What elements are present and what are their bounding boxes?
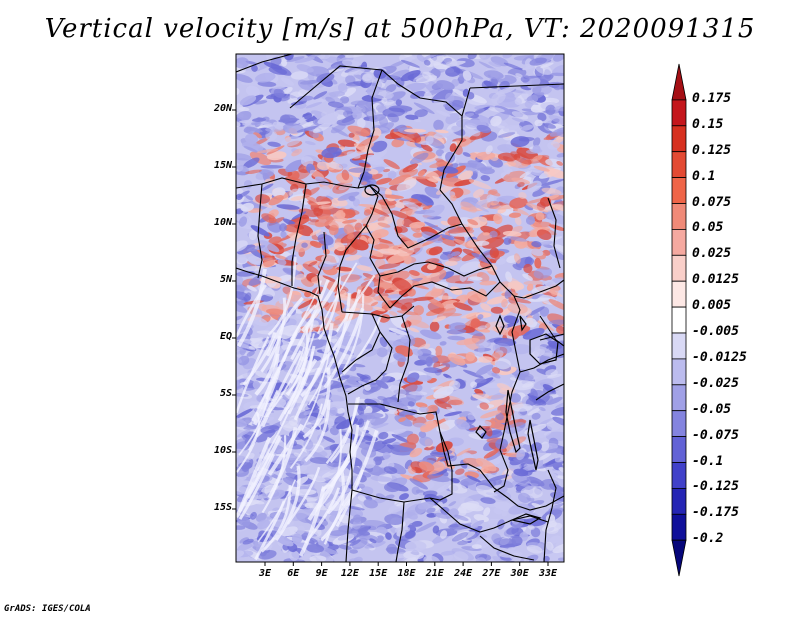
y-tick-label: 15S: [213, 502, 232, 513]
x-tick-label: 3E: [258, 568, 272, 579]
lake-chad: [364, 184, 380, 196]
velocity-field: [236, 54, 564, 562]
colorbar-swatch: [671, 436, 687, 463]
x-tick-label: 9E: [315, 568, 328, 579]
colorbar-swatch: [671, 63, 687, 101]
y-tick-label: EQ: [219, 331, 232, 342]
map-title: Vertical velocity [m/s] at 500hPa, VT: 2…: [44, 14, 756, 44]
y-tick-label: 5S: [219, 388, 232, 399]
x-tick-label: 18E: [397, 568, 416, 579]
colorbar-swatch: [671, 487, 687, 515]
coastline: [236, 267, 353, 562]
colorbar-swatch: [671, 228, 687, 256]
y-tick-label: 20N: [213, 103, 232, 114]
colorbar-label: -0.1: [692, 453, 724, 469]
lake-kivu: [495, 314, 505, 336]
colorbar-swatch: [671, 410, 687, 438]
x-tick-label: 33E: [538, 568, 558, 579]
lake-mweru: [475, 425, 487, 439]
colorbar-label: 0.0125: [692, 272, 739, 288]
lake-kariba: [510, 513, 542, 525]
grads-credit: GrADS: IGES/COLA: [4, 604, 91, 614]
country-borders: [236, 54, 564, 562]
colorbar-label: -0.075: [692, 427, 739, 443]
colorbar-swatch: [671, 254, 687, 282]
x-tick-label: 21E: [425, 568, 444, 579]
y-tick-label: 15N: [213, 160, 232, 171]
colorbar-swatch: [671, 513, 687, 541]
colorbar-swatch: [671, 99, 687, 127]
plot-frame: [235, 53, 565, 563]
colorbar-label: 0.1: [692, 168, 716, 184]
colorbar-label: -0.125: [692, 479, 739, 495]
colorbar-label: 0.005: [692, 298, 732, 314]
x-tick-label: 12E: [340, 568, 359, 579]
colorbar-label: 0.05: [692, 220, 724, 236]
lakes: [364, 184, 559, 525]
colorbar-swatch: [671, 332, 687, 360]
colorbar-label: 0.125: [692, 142, 732, 158]
x-tick-label: 15E: [369, 568, 388, 579]
colorbar-swatch: [671, 280, 687, 308]
lake-tanganyika: [505, 389, 521, 454]
colorbar-swatch: [671, 177, 687, 204]
colorbar-label: 0.025: [692, 246, 732, 262]
colorbar-label: -0.05: [692, 401, 732, 417]
x-tick-label: 24E: [454, 568, 473, 579]
colorbar-label: -0.175: [692, 505, 739, 521]
y-tick-label: 10N: [213, 217, 232, 228]
colorbar-swatch: [671, 539, 687, 577]
lake-malawi: [527, 419, 539, 471]
colorbar-swatch: [671, 203, 687, 230]
lake-albert: [519, 315, 527, 332]
colorbar-swatch: [671, 384, 687, 412]
colorbar-swatch: [671, 125, 687, 153]
colorbar-label: -0.025: [692, 375, 739, 391]
colorbar-swatch: [671, 358, 687, 386]
colorbar-swatch: [671, 462, 687, 489]
colorbar-label: -0.005: [692, 324, 739, 339]
y-tick-label: 5N: [219, 274, 232, 285]
colorbar-label: -0.2: [692, 531, 724, 547]
lake-victoria: [529, 333, 559, 365]
y-tick-label: 10S: [213, 445, 232, 456]
x-tick-label: 6E: [287, 568, 300, 579]
colorbar-swatch: [671, 306, 687, 334]
colorbar-label: 0.15: [692, 116, 724, 132]
x-tick-label: 30E: [510, 568, 529, 579]
colorbar-label: 0.075: [692, 194, 732, 210]
colorbar-label: -0.0125: [692, 349, 747, 365]
colorbar-label: 0.175: [692, 90, 732, 106]
colorbar: [671, 63, 687, 577]
colorbar-swatch: [671, 151, 687, 178]
x-tick-label: 27E: [482, 568, 501, 579]
